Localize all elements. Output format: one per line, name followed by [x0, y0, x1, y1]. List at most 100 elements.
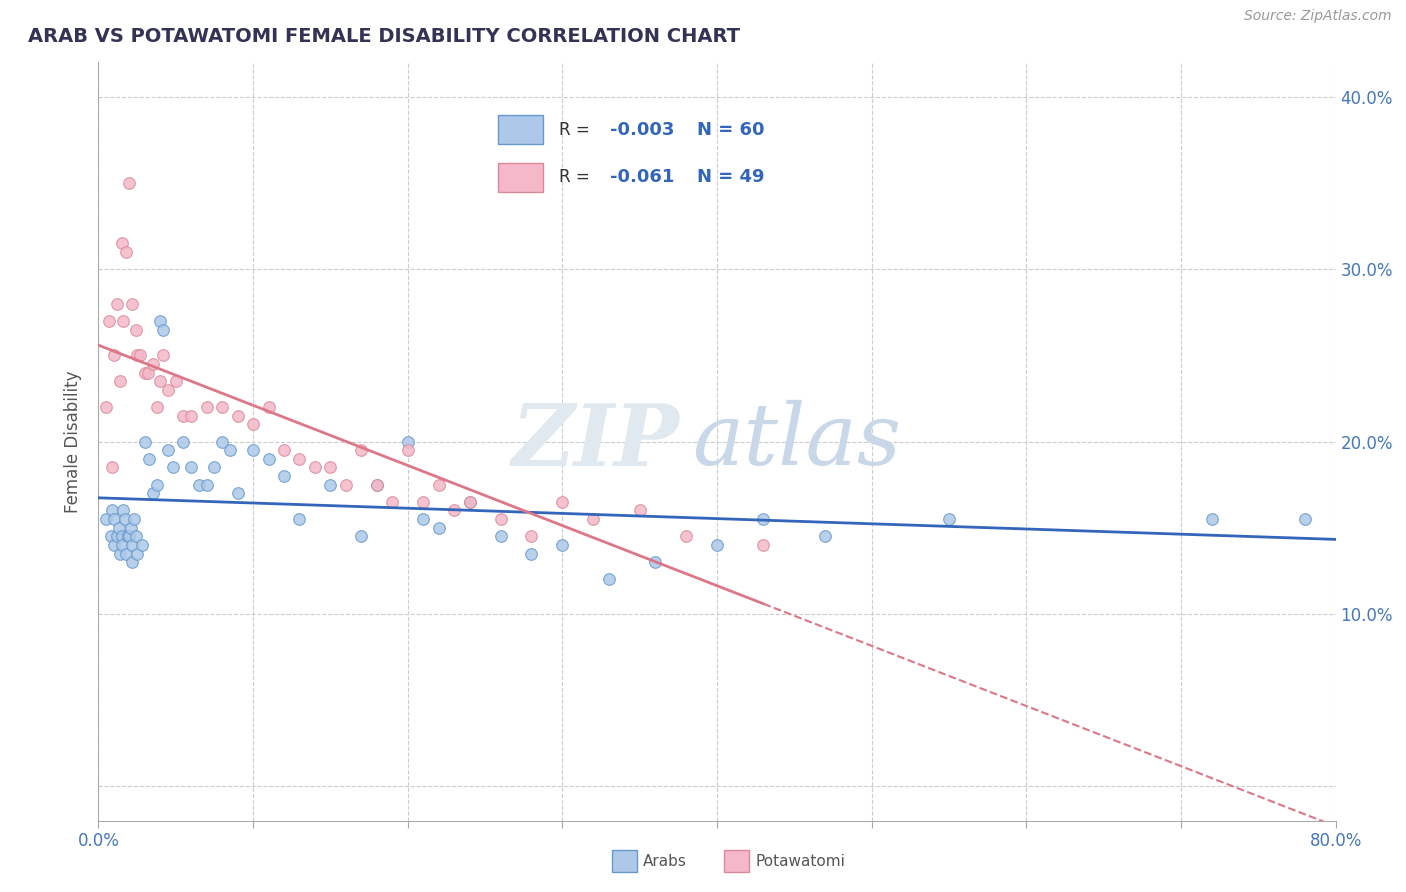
Text: Potawatomi: Potawatomi: [755, 855, 845, 869]
Point: [115, 244, 138, 259]
Point: [162, 460, 184, 475]
Point: [111, 538, 132, 552]
Point: [412, 512, 434, 526]
Point: [98, 314, 121, 328]
Point: [146, 400, 169, 414]
Point: [211, 434, 233, 449]
Point: [195, 477, 218, 491]
Point: [134, 434, 156, 449]
Point: [319, 477, 342, 491]
Point: [157, 383, 180, 397]
Point: [551, 538, 574, 552]
Point: [149, 314, 172, 328]
Point: [108, 374, 131, 388]
Point: [114, 512, 136, 526]
Text: atlas: atlas: [692, 401, 901, 483]
Point: [396, 434, 419, 449]
Text: ZIP: ZIP: [512, 400, 681, 483]
Point: [195, 400, 218, 414]
Point: [489, 529, 512, 543]
Point: [127, 348, 149, 362]
Point: [551, 495, 574, 509]
Point: [180, 409, 202, 423]
Point: [121, 538, 143, 552]
Point: [180, 460, 202, 475]
Point: [226, 409, 249, 423]
Point: [582, 512, 605, 526]
Point: [120, 521, 142, 535]
Point: [127, 547, 149, 561]
Point: [628, 503, 651, 517]
Point: [412, 495, 434, 509]
Point: [226, 486, 249, 500]
Point: [121, 555, 143, 569]
Point: [103, 348, 125, 362]
Point: [427, 521, 450, 535]
Point: [112, 503, 135, 517]
Point: [242, 417, 264, 432]
Point: [273, 443, 295, 458]
Point: [129, 348, 152, 362]
Point: [335, 477, 357, 491]
Point: [188, 477, 211, 491]
Point: [443, 503, 465, 517]
Point: [134, 366, 156, 380]
Point: [107, 521, 129, 535]
Point: [141, 486, 165, 500]
Point: [458, 495, 481, 509]
Point: [257, 451, 280, 466]
Point: [172, 409, 194, 423]
Point: [117, 529, 139, 543]
Point: [124, 322, 146, 336]
Point: [103, 512, 125, 526]
Point: [273, 469, 295, 483]
Point: [165, 374, 187, 388]
Point: [1294, 512, 1316, 526]
Text: Source: ZipAtlas.com: Source: ZipAtlas.com: [1244, 9, 1392, 23]
Point: [115, 547, 138, 561]
Point: [111, 529, 132, 543]
Point: [598, 573, 620, 587]
Point: [520, 547, 543, 561]
Text: ARAB VS POTAWATOMI FEMALE DISABILITY CORRELATION CHART: ARAB VS POTAWATOMI FEMALE DISABILITY COR…: [28, 27, 740, 45]
Point: [752, 512, 775, 526]
Point: [122, 512, 145, 526]
Point: [101, 460, 124, 475]
Point: [105, 529, 128, 543]
Point: [1201, 512, 1223, 526]
Point: [152, 348, 174, 362]
Point: [675, 529, 697, 543]
Point: [136, 366, 159, 380]
Point: [124, 529, 146, 543]
Point: [149, 374, 172, 388]
Point: [118, 529, 141, 543]
Point: [101, 503, 124, 517]
Point: [381, 495, 404, 509]
Y-axis label: Female Disability: Female Disability: [65, 370, 83, 513]
Point: [138, 451, 160, 466]
Point: [489, 512, 512, 526]
Point: [96, 400, 118, 414]
Point: [288, 451, 311, 466]
Point: [706, 538, 728, 552]
Point: [204, 460, 226, 475]
Point: [112, 314, 135, 328]
Point: [118, 176, 141, 190]
Point: [219, 443, 242, 458]
Point: [131, 538, 153, 552]
Point: [396, 443, 419, 458]
Point: [108, 547, 131, 561]
Point: [350, 529, 373, 543]
Point: [366, 477, 388, 491]
Point: [100, 529, 122, 543]
Point: [257, 400, 280, 414]
Point: [172, 434, 194, 449]
Point: [146, 477, 169, 491]
Point: [157, 443, 180, 458]
Text: Arabs: Arabs: [643, 855, 686, 869]
Point: [121, 296, 143, 310]
Point: [211, 400, 233, 414]
Point: [152, 322, 174, 336]
Point: [288, 512, 311, 526]
Point: [304, 460, 326, 475]
